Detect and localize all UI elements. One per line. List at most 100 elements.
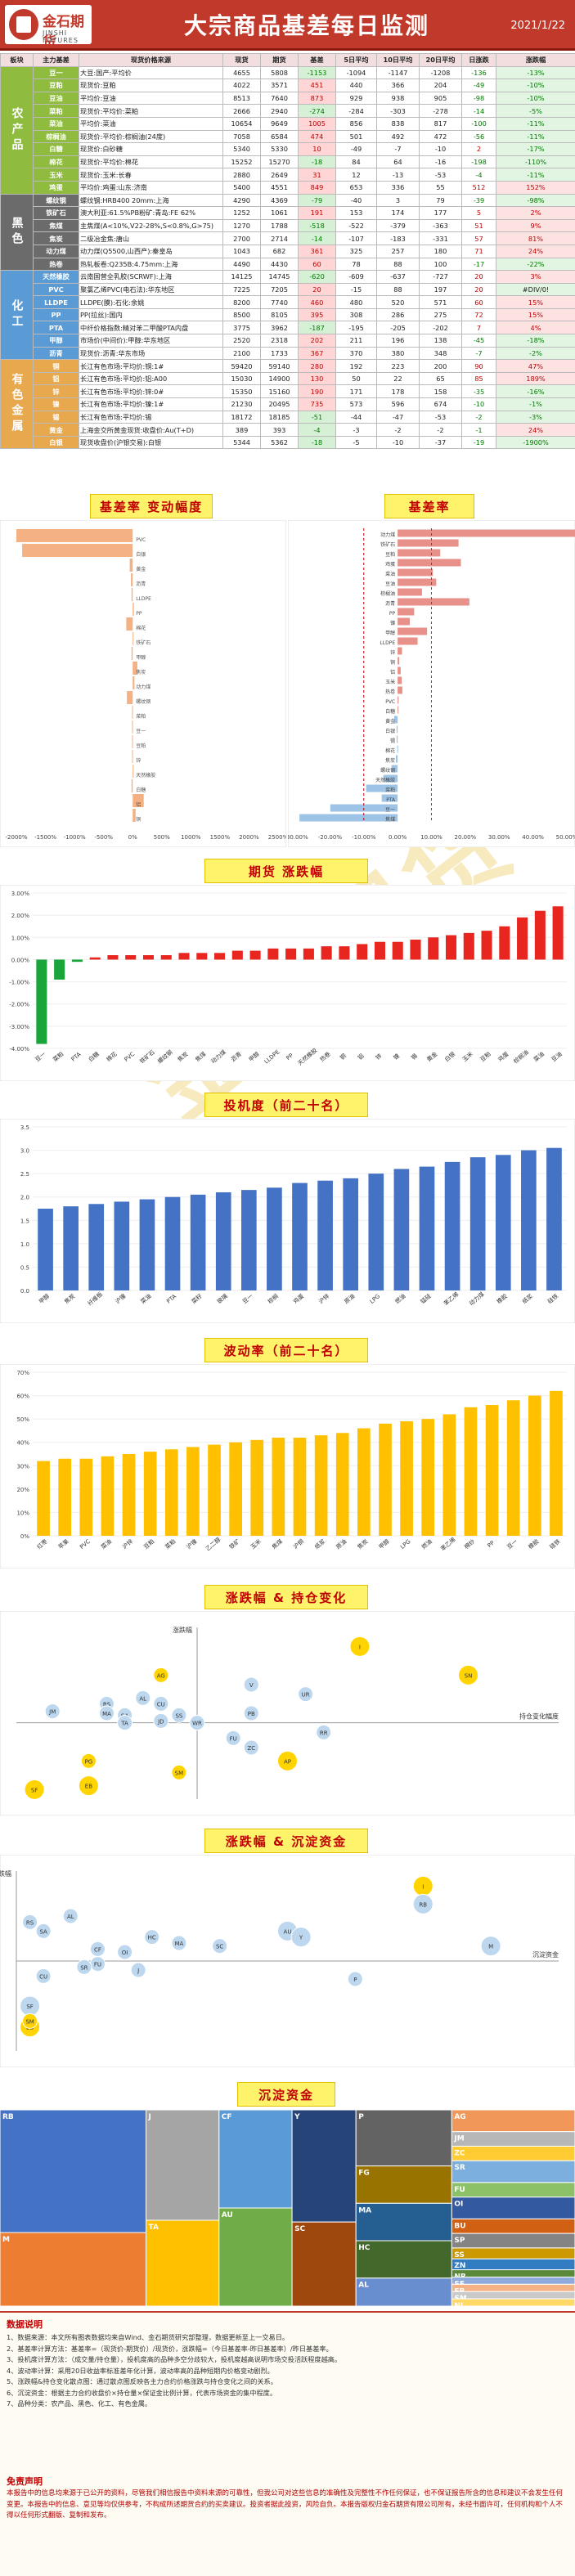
table-cell: 云南国营全乳胶(SCRWF):上海 <box>79 270 223 284</box>
table-cell: 现货价:平均价:棕榈油(24度) <box>79 129 223 144</box>
table-cell: 1270 <box>222 218 261 233</box>
point-label: AL <box>67 1914 74 1920</box>
note-line: 3、投机度计算方法：（成交量/持仓量），投机度高的品种多空分歧较大，投机度越高说… <box>7 2355 342 2363</box>
table-cell: 57 <box>461 231 496 245</box>
bar <box>37 1461 50 1536</box>
bar <box>142 955 155 960</box>
scatter-point <box>24 1779 45 1800</box>
tick-label: 白银 <box>385 728 395 734</box>
table-cell: 1043 <box>222 244 261 258</box>
table-cell: -14 <box>298 231 336 245</box>
table-cell: -1900% <box>496 435 575 450</box>
bar <box>383 774 398 783</box>
bar <box>398 617 411 626</box>
section-title-position: 投机度（前二十名） <box>204 1093 368 1117</box>
bar <box>133 794 144 807</box>
bar <box>63 1206 79 1290</box>
bar <box>495 1155 511 1290</box>
table-cell: 天然橡胶 <box>33 270 79 284</box>
tick-label: 10% <box>16 1510 29 1516</box>
table-cell: -187 <box>298 321 336 335</box>
bar <box>303 948 314 960</box>
bar <box>357 944 368 960</box>
sector-label: 化工 <box>0 270 34 361</box>
table-cell: 735 <box>298 397 336 411</box>
table-cell: -49 <box>461 79 496 92</box>
table-cell: 4369 <box>260 193 299 208</box>
tick-label: 20.00% <box>455 834 477 841</box>
table-cell: 4430 <box>260 257 299 272</box>
bar <box>122 1454 136 1536</box>
treemap-label: TA <box>149 2224 159 2232</box>
treemap-cell <box>451 2269 575 2278</box>
treemap-cell <box>0 2232 147 2306</box>
bar <box>314 1435 328 1536</box>
table-cell: -40 <box>335 193 377 208</box>
table-cell: 480 <box>335 295 377 309</box>
bar <box>125 955 137 960</box>
tick-label: PP <box>136 611 142 617</box>
table-cell: 聚氯乙烯PVC(电石法):华东地区 <box>79 282 223 297</box>
bar <box>292 1183 308 1290</box>
point-label: RS <box>26 1919 34 1926</box>
bar <box>88 1204 105 1290</box>
treemap-label: SS <box>454 2251 465 2260</box>
table-cell: -53 <box>419 168 462 182</box>
table-cell: 280 <box>298 359 336 373</box>
bar <box>464 1407 478 1536</box>
tick-label: PP <box>486 1540 496 1550</box>
table-cell: 366 <box>376 79 420 92</box>
bar <box>398 529 575 537</box>
treemap-cell <box>451 2145 575 2161</box>
bar <box>133 662 137 675</box>
table-cell: 鸡蛋 <box>33 180 79 195</box>
bar <box>357 1428 371 1536</box>
table-cell: 174 <box>376 206 420 220</box>
table-row: 棉花 现货价:平均价:棉花 15252 15270 -18 84 64 -16 -198 -110… <box>1 155 575 169</box>
table-cell: -1153 <box>298 65 336 80</box>
table-cell: 153 <box>335 206 377 220</box>
tick-label: 0% <box>20 1533 29 1540</box>
treemap-label: MA <box>358 2206 371 2215</box>
bar <box>534 910 546 960</box>
bar <box>267 948 279 960</box>
table-cell: 1061 <box>260 206 299 220</box>
bar <box>517 917 528 960</box>
table-cell: -19 <box>461 435 496 450</box>
table-cell: PP <box>33 307 79 322</box>
table-cell: 动力煤(Q5500,山西产):秦皇岛 <box>79 244 223 258</box>
table-cell: -2 <box>419 423 462 437</box>
table-cell: 2100 <box>222 346 261 361</box>
table-cell: 84 <box>335 155 377 169</box>
bar <box>506 1400 520 1536</box>
chart-scatter-position: 涨跌幅持仓变化幅度ISNAGVURALRSCUJMMASASSTAJDWRPBR… <box>0 1611 575 1815</box>
table-cell: -5% <box>496 104 575 118</box>
table-cell: -37 <box>419 435 462 450</box>
tick-label: -2.00% <box>9 1002 29 1008</box>
table-cell: 铝 <box>33 371 79 386</box>
table-cell: 澳大利亚:61.5%PB粉矿:青岛:FE 62% <box>79 206 223 220</box>
table-cell: 14900 <box>260 371 299 386</box>
tick-label: 2.0 <box>20 1195 29 1201</box>
scatter-point <box>80 1752 97 1769</box>
point-label: EB <box>85 1784 92 1790</box>
table-cell: 380 <box>376 346 420 361</box>
scatter-point <box>290 1927 312 1948</box>
bar <box>133 676 135 689</box>
logo-subtext: JINSHI FUTURES <box>43 29 79 44</box>
table-cell: 平均价:菜油 <box>79 116 223 131</box>
tick-label: 豆油 <box>385 581 395 587</box>
table-row: 铁矿石 澳大利亚:61.5%PB粉矿:青岛:FE 62% 1252 1061 191 15… <box>1 206 575 220</box>
table-cell: 5340 <box>222 142 261 156</box>
table-cell: 18185 <box>260 410 299 424</box>
bar <box>272 1438 285 1536</box>
point-label: WR <box>192 1721 202 1727</box>
table-cell: 336 <box>376 180 420 195</box>
tick-label: 40.00% <box>522 834 544 841</box>
bar <box>317 1180 333 1290</box>
treemap-cell <box>146 2219 220 2306</box>
table-cell: 现货价:豆粕 <box>79 79 223 92</box>
bar <box>400 1421 413 1536</box>
treemap-cell <box>218 2110 293 2209</box>
tick-label: 玉米 <box>385 679 395 685</box>
